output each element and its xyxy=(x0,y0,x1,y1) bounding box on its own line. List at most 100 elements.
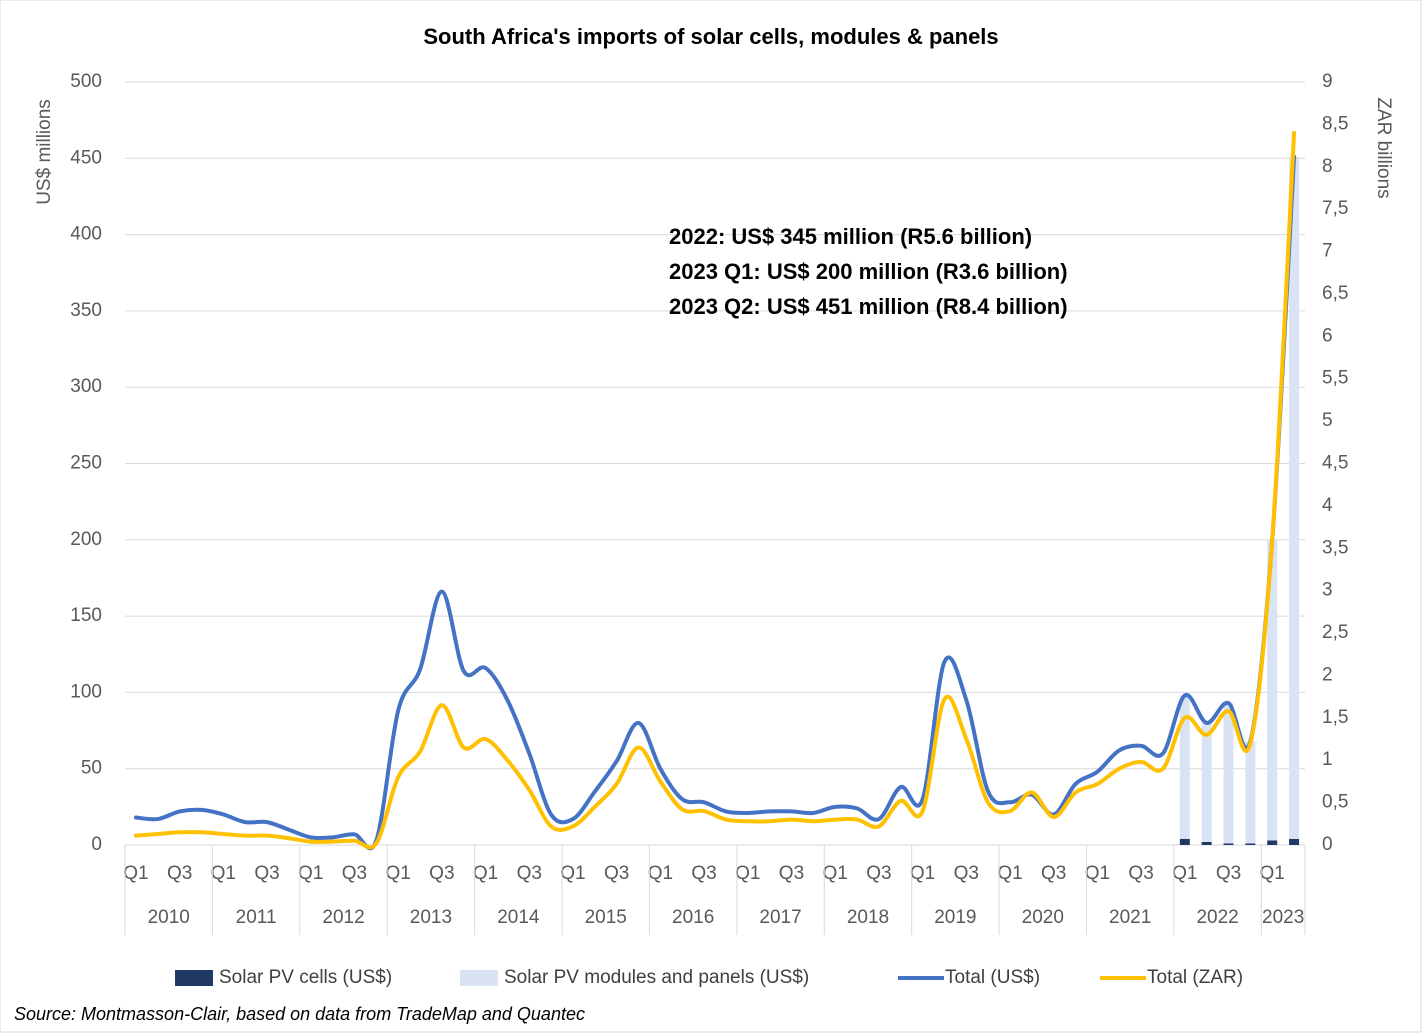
line-series xyxy=(133,154,1297,851)
x-tick-label: Q1 xyxy=(648,863,673,884)
x-group-label: 2015 xyxy=(585,907,627,928)
y2-tick-label: 7 xyxy=(1322,241,1333,262)
x-tick-label: Q3 xyxy=(866,863,891,884)
legend-label: Total (ZAR) xyxy=(1147,967,1243,988)
x-tick-label: Q3 xyxy=(1216,863,1241,884)
y-tick-label: 50 xyxy=(81,758,102,779)
legend-label: Total (US$) xyxy=(945,967,1040,988)
y-tick-label: 400 xyxy=(70,224,102,245)
source-note: Source: Montmasson-Clair, based on data … xyxy=(14,1004,585,1024)
y-axis-label: US$ millions xyxy=(34,99,55,205)
x-tick-label: Q1 xyxy=(560,863,585,884)
x-group-label: 2020 xyxy=(1022,907,1064,928)
x-group-label: 2014 xyxy=(497,907,540,928)
bar xyxy=(1289,838,1300,845)
y-tick-label: 100 xyxy=(70,681,102,702)
legend-swatch xyxy=(175,970,213,986)
y2-tick-label: 5 xyxy=(1322,410,1333,431)
x-group-label: 2021 xyxy=(1109,907,1151,928)
x-tick-label: Q3 xyxy=(691,863,716,884)
y-tick-label: 450 xyxy=(70,147,102,168)
legend-label: Solar PV cells (US$) xyxy=(219,967,392,988)
x-group-label: 2016 xyxy=(672,907,714,928)
y-tick-label: 350 xyxy=(70,300,102,321)
x-tick-label: Q3 xyxy=(779,863,804,884)
x-tick-label: Q1 xyxy=(123,863,148,884)
annotation: 2023 Q2: US$ 451 million (R8.4 billion) xyxy=(669,294,1068,319)
x-group-label: 2013 xyxy=(410,907,452,928)
annotation: 2022: US$ 345 million (R5.6 billion) xyxy=(669,224,1032,249)
bar xyxy=(1223,703,1234,844)
y2-tick-label: 7,5 xyxy=(1322,198,1348,219)
y2-tick-label: 0 xyxy=(1322,834,1333,855)
annotation: 2023 Q1: US$ 200 million (R3.6 billion) xyxy=(669,259,1068,284)
x-tick-label: Q1 xyxy=(997,863,1022,884)
y2-tick-label: 2,5 xyxy=(1322,622,1348,643)
y-tick-label: 0 xyxy=(91,834,102,855)
x-group-label: 2012 xyxy=(322,907,364,928)
y2-axis-label: ZAR billions xyxy=(1373,97,1394,198)
bar xyxy=(1267,840,1278,845)
x-group-label: 2011 xyxy=(236,907,277,928)
bar xyxy=(1289,156,1300,839)
x-tick-label: Q1 xyxy=(735,863,760,884)
x-tick-label: Q1 xyxy=(473,863,498,884)
y2-tick-label: 5,5 xyxy=(1322,368,1348,389)
bar xyxy=(1201,841,1212,845)
y-tick-label: 150 xyxy=(70,605,102,626)
x-group-label: 2023 xyxy=(1262,907,1304,928)
y2-tick-label: 9 xyxy=(1322,71,1333,92)
bar xyxy=(1245,843,1256,845)
x-tick-label: Q3 xyxy=(1041,863,1066,884)
x-tick-label: Q1 xyxy=(1260,863,1285,884)
legend-label: Solar PV modules and panels (US$) xyxy=(504,967,809,988)
line-series xyxy=(133,130,1297,850)
x-tick-label: Q3 xyxy=(167,863,192,884)
y2-tick-label: 2 xyxy=(1322,664,1333,685)
x-group-label: 2010 xyxy=(148,907,190,928)
x-group-label: 2018 xyxy=(847,907,889,928)
x-group-label: 2022 xyxy=(1196,907,1238,928)
y2-tick-label: 6 xyxy=(1322,325,1333,346)
x-group-label: 2017 xyxy=(759,907,801,928)
bar xyxy=(1201,722,1212,842)
y2-tick-label: 1,5 xyxy=(1322,707,1348,728)
bar xyxy=(1245,741,1256,844)
chart-title: South Africa's imports of solar cells, m… xyxy=(423,24,998,49)
y2-tick-label: 3 xyxy=(1322,580,1333,601)
x-group-label: 2019 xyxy=(934,907,976,928)
x-tick-label: Q1 xyxy=(910,863,935,884)
bar xyxy=(1223,843,1234,845)
x-tick-label: Q3 xyxy=(954,863,979,884)
bar xyxy=(1179,838,1190,845)
bar xyxy=(1267,539,1278,841)
x-tick-label: Q1 xyxy=(1085,863,1110,884)
y2-tick-label: 0,5 xyxy=(1322,792,1348,813)
y2-tick-label: 8,5 xyxy=(1322,113,1348,134)
y-tick-label: 500 xyxy=(70,71,102,92)
y2-tick-label: 1 xyxy=(1322,749,1333,770)
y2-tick-label: 8 xyxy=(1322,156,1333,177)
y2-tick-label: 3,5 xyxy=(1322,537,1348,558)
y2-tick-label: 4,5 xyxy=(1322,453,1348,474)
x-tick-label: Q1 xyxy=(211,863,236,884)
x-tick-label: Q3 xyxy=(1128,863,1153,884)
y-tick-label: 300 xyxy=(70,376,102,397)
x-tick-label: Q1 xyxy=(298,863,323,884)
y2-tick-label: 4 xyxy=(1322,495,1333,516)
x-tick-label: Q3 xyxy=(342,863,367,884)
y-tick-label: 250 xyxy=(70,453,102,474)
x-tick-label: Q3 xyxy=(517,863,542,884)
y2-tick-label: 6,5 xyxy=(1322,283,1348,304)
x-tick-label: Q1 xyxy=(1172,863,1197,884)
x-tick-label: Q3 xyxy=(429,863,454,884)
x-tick-label: Q1 xyxy=(823,863,848,884)
x-tick-label: Q3 xyxy=(254,863,279,884)
bar xyxy=(1179,695,1190,839)
x-tick-label: Q1 xyxy=(385,863,410,884)
x-tick-label: Q3 xyxy=(604,863,629,884)
y-tick-label: 200 xyxy=(70,529,102,550)
legend-swatch xyxy=(460,970,498,986)
